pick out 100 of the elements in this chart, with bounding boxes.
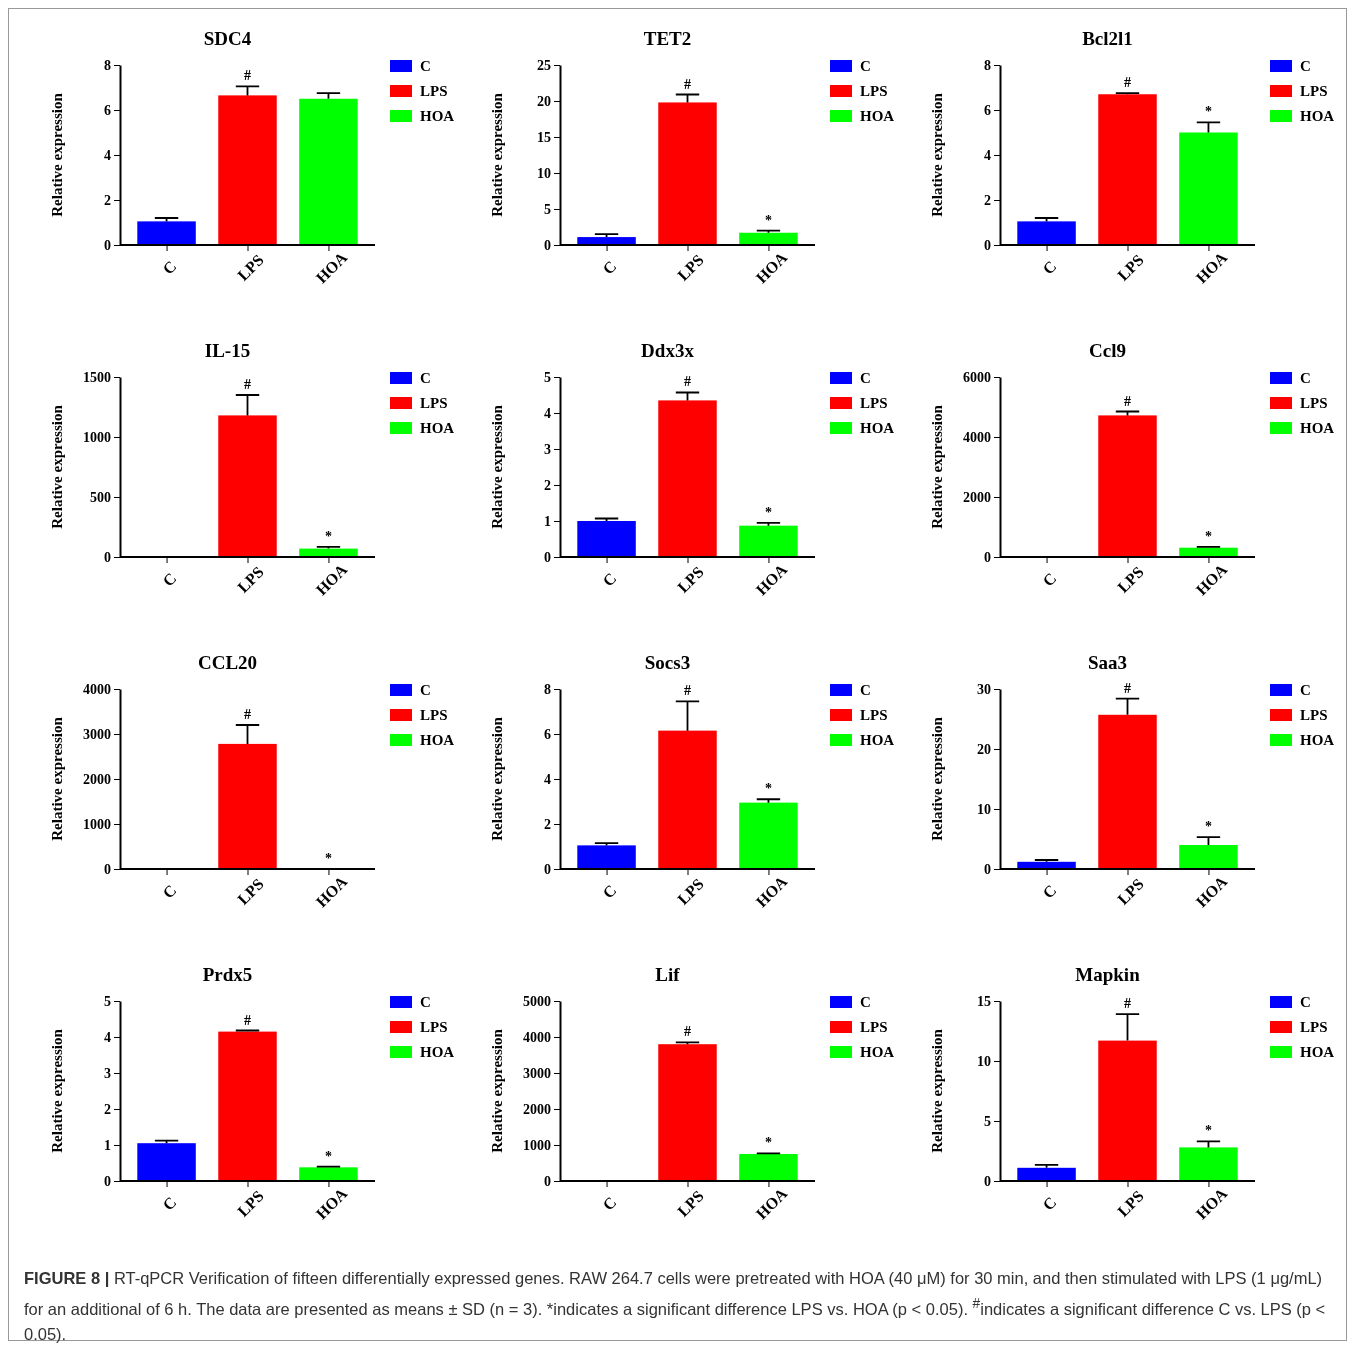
y-tick-label: 1 xyxy=(544,513,551,529)
x-tick-label: LPS xyxy=(234,251,267,284)
legend-label: C xyxy=(1300,682,1311,698)
y-tick-label: 8 xyxy=(104,57,111,73)
y-tick-label: 1000 xyxy=(83,816,111,832)
legend-label: LPS xyxy=(860,83,888,99)
chart-title: Mapkin xyxy=(1075,964,1141,985)
y-tick-label: 6000 xyxy=(963,369,991,385)
legend-label: HOA xyxy=(860,108,895,124)
y-tick-label: 2 xyxy=(984,192,991,208)
x-tick-label: C xyxy=(599,1193,620,1214)
y-tick-label: 0 xyxy=(104,237,111,253)
legend-label: LPS xyxy=(1300,83,1328,99)
legend-label: HOA xyxy=(1300,1044,1335,1060)
chart-title: Lif xyxy=(655,964,681,985)
annotation: * xyxy=(324,1148,332,1164)
y-tick-label: 0 xyxy=(544,549,551,565)
y-tick-label: 2 xyxy=(104,1101,111,1117)
y-tick-label: 2000 xyxy=(963,489,991,505)
legend-label: LPS xyxy=(1300,1019,1328,1035)
y-tick-label: 20 xyxy=(977,741,991,757)
y-axis-title: Relative expression xyxy=(929,716,945,841)
y-tick-label: 4 xyxy=(104,147,111,163)
x-tick-label: LPS xyxy=(234,563,267,596)
y-tick-label: 1 xyxy=(104,1137,111,1153)
legend-label: C xyxy=(420,994,431,1010)
y-tick-label: 4 xyxy=(544,405,551,421)
y-tick-label: 10 xyxy=(977,1053,991,1069)
y-axis-title: Relative expression xyxy=(489,1028,505,1153)
legend-label: LPS xyxy=(420,1019,448,1035)
legend-label: HOA xyxy=(860,732,895,748)
legend-label: LPS xyxy=(1300,395,1328,411)
x-tick-label: C xyxy=(599,569,620,590)
annotation: # xyxy=(244,707,251,722)
y-tick-label: 10 xyxy=(977,801,991,817)
x-tick-label: LPS xyxy=(234,875,267,908)
y-tick-label: 5 xyxy=(104,993,111,1009)
chart-title: Prdx5 xyxy=(202,964,253,985)
annotation: # xyxy=(684,1024,691,1040)
y-tick-label: 3 xyxy=(544,441,551,457)
annotation: # xyxy=(684,374,691,390)
annotation: # xyxy=(244,377,251,392)
annotation: * xyxy=(764,1135,772,1151)
legend-label: LPS xyxy=(420,395,448,411)
y-tick-label: 0 xyxy=(544,237,551,253)
legend-label: C xyxy=(860,682,871,698)
legend-label: HOA xyxy=(1300,108,1335,124)
y-tick-label: 6 xyxy=(984,102,991,118)
x-tick-label: LPS xyxy=(674,563,707,596)
chart-title: Bcl2l1 xyxy=(1082,28,1133,49)
legend-label: C xyxy=(420,58,431,74)
annotation: # xyxy=(1124,393,1131,409)
chart-title: SDC4 xyxy=(203,28,252,49)
legend-label: LPS xyxy=(860,707,888,723)
chart-title: Ccl9 xyxy=(1089,340,1126,361)
y-tick-label: 4000 xyxy=(523,1029,551,1045)
x-tick-label: LPS xyxy=(1114,875,1147,908)
y-tick-label: 3 xyxy=(104,1065,111,1081)
annotation: * xyxy=(324,851,332,866)
y-tick-label: 0 xyxy=(984,549,991,565)
x-tick-label: C xyxy=(1039,1193,1060,1214)
x-tick-label: LPS xyxy=(674,251,707,284)
y-tick-label: 0 xyxy=(104,861,111,877)
chart-title: TET2 xyxy=(643,28,692,49)
annotation: * xyxy=(1204,819,1212,835)
y-tick-label: 1500 xyxy=(83,369,111,385)
x-tick-label: LPS xyxy=(1114,563,1147,596)
y-tick-label: 5 xyxy=(544,369,551,385)
legend-label: HOA xyxy=(860,420,895,436)
annotation: # xyxy=(1124,996,1131,1012)
legend-label: HOA xyxy=(420,420,455,436)
x-tick-label: C xyxy=(159,881,180,902)
y-tick-label: 25 xyxy=(537,57,551,73)
annotation: # xyxy=(1124,75,1131,91)
y-axis-title: Relative expression xyxy=(49,92,65,217)
x-tick-label: C xyxy=(159,257,180,278)
y-tick-label: 3000 xyxy=(83,726,111,742)
y-tick-label: 5 xyxy=(984,1113,991,1129)
y-tick-label: 0 xyxy=(544,1173,551,1189)
y-axis-title: Relative expression xyxy=(489,716,505,841)
annotation: * xyxy=(1204,528,1212,544)
y-axis-title: Relative expression xyxy=(49,404,65,529)
legend-label: HOA xyxy=(420,1044,455,1060)
y-tick-label: 2 xyxy=(544,477,551,493)
x-tick-label: C xyxy=(599,881,620,902)
y-tick-label: 5000 xyxy=(523,993,551,1009)
x-tick-label: LPS xyxy=(234,1187,267,1220)
legend-label: C xyxy=(1300,58,1311,74)
annotation: * xyxy=(764,781,772,797)
y-tick-label: 4000 xyxy=(83,681,111,697)
legend-label: C xyxy=(860,58,871,74)
y-tick-label: 0 xyxy=(104,1173,111,1189)
legend-label: C xyxy=(420,682,431,698)
y-tick-label: 2000 xyxy=(83,771,111,787)
x-tick-label: C xyxy=(1039,881,1060,902)
annotation: # xyxy=(684,76,691,92)
legend-label: LPS xyxy=(420,83,448,99)
y-tick-label: 1000 xyxy=(83,429,111,445)
y-tick-label: 15 xyxy=(977,993,991,1009)
y-axis-title: Relative expression xyxy=(489,404,505,529)
